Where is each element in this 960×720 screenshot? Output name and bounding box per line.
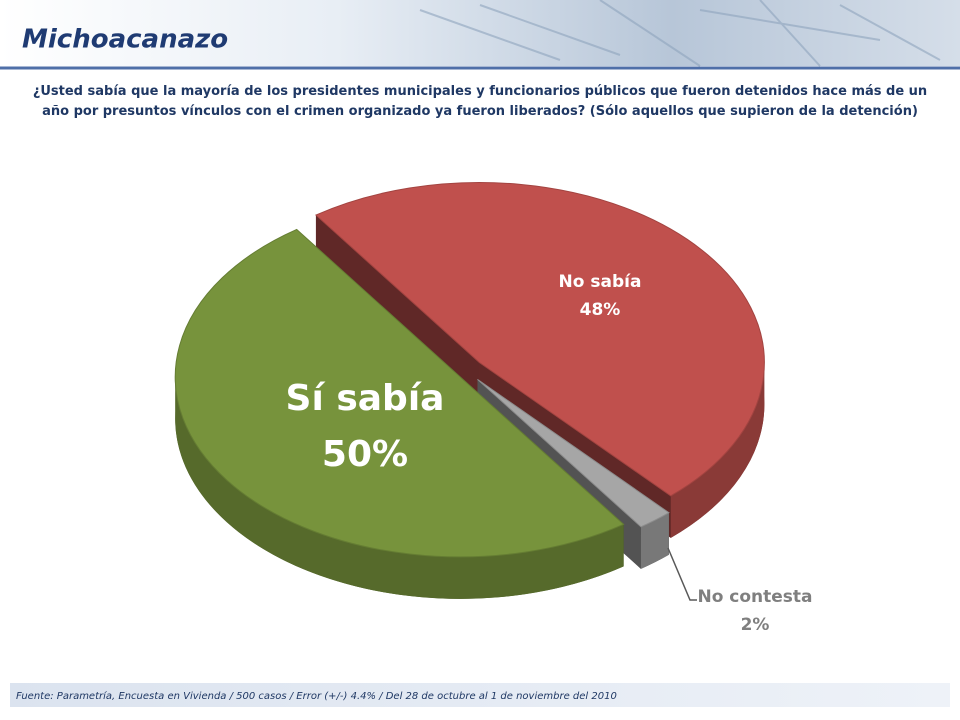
chart-title: Michoacanazo [22,25,228,55]
value-label: 2% [741,615,770,635]
slice-side [670,362,765,538]
pie-slice [175,228,625,558]
slice-label: No sabía [559,272,642,292]
value-label: 50% [322,434,408,475]
chart-subtitle: ¿Usted sabía que la mayoría de los presi… [32,84,928,119]
header-texture [419,0,941,67]
pie-slice [315,182,765,497]
source-note: Fuente: Parametría, Encuesta en Vivienda… [16,690,617,702]
value-label: 48% [580,300,621,320]
slice-side [640,512,669,569]
slice-label: No contesta [697,587,812,607]
leader-line [667,547,697,601]
footer-band [10,683,950,707]
pie-slice [477,378,670,528]
slice-label: Sí sabía [286,378,445,419]
header-band [0,0,960,66]
slice-side [175,376,624,599]
